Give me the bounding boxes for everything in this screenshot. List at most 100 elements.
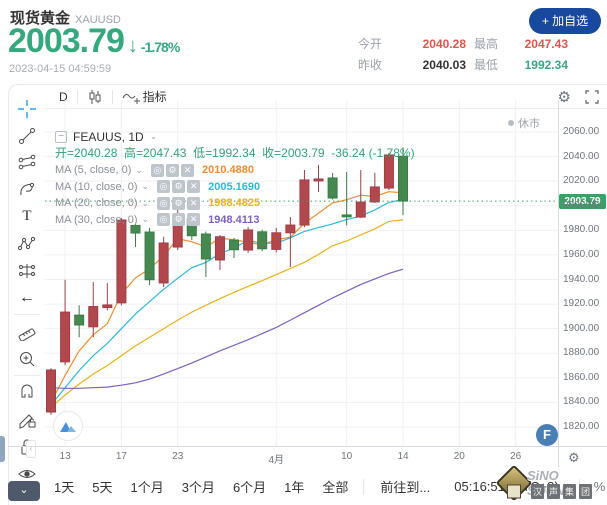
brush-tool[interactable] (13, 176, 41, 203)
candle-03-17 (116, 219, 127, 304)
y-axis-label: 1920.00 (563, 298, 600, 310)
y-axis-label: 1960.00 (563, 248, 600, 260)
chevron-down-icon[interactable]: ⌄ (141, 197, 150, 208)
stat-value: 1992.34 (524, 57, 568, 72)
ma-legend-row: MA (10, close, 0) ⌄ ◎ ⚙ ✕ 2005.1690 (55, 179, 415, 196)
down-arrow-icon: ↓ (127, 35, 138, 57)
candle-03-22 (158, 242, 169, 284)
chevron-down-icon[interactable]: ⌄ (149, 131, 158, 141)
ma-settings-icon[interactable]: ⚙ (172, 180, 186, 194)
stat-label: 最高 (474, 37, 499, 51)
fullscreen-icon[interactable] (585, 89, 599, 104)
y-axis-label: 1840.00 (563, 396, 600, 408)
range-button-全部[interactable]: 全部 (322, 480, 349, 495)
stat-value: 2040.03 (422, 57, 466, 72)
forecast-tool[interactable] (13, 257, 41, 284)
ma-visibility-icon[interactable]: ◎ (157, 180, 171, 194)
floating-f-button[interactable]: F (536, 424, 558, 446)
ma-visibility-icon[interactable]: ◎ (150, 163, 164, 177)
chevron-down-icon[interactable]: ⌄ (135, 164, 143, 175)
y-axis-label: 1900.00 (563, 322, 600, 334)
legend-collapse-icon[interactable]: − (55, 130, 67, 143)
range-button-1年[interactable]: 1年 (284, 480, 305, 495)
candle-03-27 (200, 233, 211, 260)
add-watchlist-button[interactable]: + 加自选 (529, 8, 601, 34)
ma-remove-icon[interactable]: ✕ (180, 163, 194, 177)
ma-value: 2010.4880 (201, 164, 254, 177)
current-price-tag: 2003.79 (559, 193, 606, 209)
candle-04-05 (299, 179, 310, 226)
text-tool[interactable]: T (22, 208, 32, 224)
ma-remove-icon[interactable]: ✕ (187, 196, 201, 210)
ma-line-MA5 (50, 191, 404, 403)
range-button-6个月[interactable]: 6个月 (232, 480, 267, 495)
candle-03-20 (130, 224, 141, 234)
candle-04-04 (285, 224, 296, 234)
candle-04-14 (398, 155, 408, 202)
ma-legend-row: MA (30, close, 0) ⌄ ◎ ⚙ ✕ 1948.4113 (55, 212, 415, 229)
x-axis-label: 4月 (268, 455, 285, 466)
eye-tool[interactable] (13, 460, 41, 487)
candle-03-16 (102, 304, 113, 309)
ma-visibility-icon[interactable]: ◎ (157, 196, 171, 210)
range-button-5天[interactable]: 5天 (92, 480, 113, 495)
ma-label: MA (10, close, 0) (55, 180, 138, 193)
magnet-tool[interactable] (13, 379, 41, 406)
range-button-1天[interactable]: 1天 (54, 480, 75, 495)
series-legend-row[interactable]: − FEAUUS, 1D ⌄ (55, 128, 415, 145)
chevron-down-icon[interactable]: ⌄ (141, 214, 150, 225)
zoom-in-tool[interactable] (13, 345, 41, 372)
change-percent: -1.78% (140, 39, 180, 55)
ma-settings-icon[interactable]: ⚙ (172, 196, 186, 210)
goto-date-button[interactable]: 前往到... (380, 480, 431, 495)
y-axis-label: 1880.00 (563, 347, 600, 359)
watermark-cn: 汉声集团 (531, 484, 593, 499)
candle-04-13 (383, 154, 394, 189)
candle-04-12 (369, 186, 380, 203)
ma-settings-icon[interactable]: ⚙ (172, 213, 186, 227)
candlestick-chart[interactable] (45, 100, 558, 446)
x-axis-label: 23 (172, 451, 184, 462)
candle-03-30 (243, 229, 254, 251)
ma-label: MA (5, close, 0) (55, 164, 132, 177)
status-dot-icon (508, 120, 514, 126)
interval-button[interactable]: D (59, 89, 68, 104)
ma-legend-row: MA (5, close, 0) ⌄ ◎ ⚙ ✕ 2010.4880 (55, 162, 415, 179)
ma-remove-icon[interactable]: ✕ (187, 213, 201, 227)
measure-ruler-tool[interactable] (13, 318, 41, 345)
crosshair-tool[interactable] (13, 95, 41, 122)
x-axis-label: 14 (397, 451, 409, 462)
ma-legend-rows: MA (5, close, 0) ⌄ ◎ ⚙ ✕ 2010.4880 MA (10, clo… (55, 162, 415, 228)
axis-settings-icon[interactable]: ⚙ (568, 450, 580, 465)
fib-retracement-tool[interactable] (13, 149, 41, 176)
scroll-sliver[interactable] (0, 436, 5, 462)
toolbar-collapse-button[interactable]: ⌄ (8, 481, 40, 501)
price-axis[interactable] (558, 100, 559, 446)
ma-remove-icon[interactable]: ✕ (187, 180, 201, 194)
back-arrow-tool[interactable]: ← (19, 288, 35, 306)
trend-line-tool[interactable] (13, 122, 41, 149)
ma-settings-icon[interactable]: ⚙ (165, 163, 179, 177)
ma-visibility-icon[interactable]: ◎ (157, 213, 171, 227)
candle-04-06 (313, 178, 324, 182)
chart-settings-icon[interactable]: ⚙ (557, 88, 571, 106)
chevron-down-icon[interactable]: ⌄ (141, 181, 150, 192)
xabcd-pattern-tool[interactable] (13, 230, 41, 257)
time-axis[interactable] (8, 446, 607, 447)
indicator-button[interactable]: 指标 (122, 88, 167, 105)
x-axis-label: 20 (453, 451, 465, 462)
ma-label: MA (20, close, 0) (55, 197, 138, 210)
chart-logo-button[interactable] (54, 412, 82, 440)
drawing-lock-tool[interactable] (13, 406, 41, 433)
y-axis-label: 2040.00 (563, 150, 600, 162)
range-button-3个月[interactable]: 3个月 (181, 480, 215, 495)
x-axis-label: 13 (59, 451, 71, 462)
percent-scale-button[interactable]: % (593, 479, 606, 494)
hide-toolbar-handle[interactable]: ‹ (26, 440, 36, 458)
candle-03-28 (214, 236, 225, 261)
range-button-1个月[interactable]: 1个月 (130, 480, 164, 495)
candle-style-icon[interactable] (87, 89, 103, 105)
candle-04-07 (327, 177, 338, 199)
quote-stats: 今开 2040.28 最高 2047.43 昨收 2040.03 最低 1992.34 (358, 33, 568, 75)
